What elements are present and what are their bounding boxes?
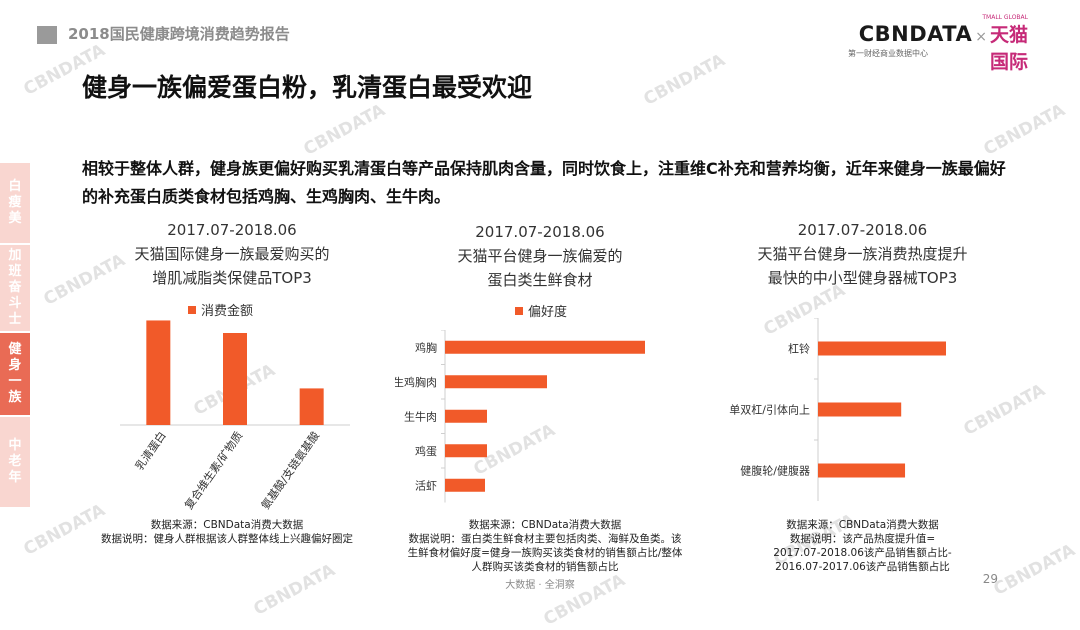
side-nav-char: 班: [8, 264, 22, 279]
bar: [818, 341, 946, 356]
report-title: 2018国民健康跨境消费趋势报告: [68, 25, 290, 43]
source-line: 数据说明：蛋白类生鲜食材主要包括肉类、海鲜及鱼类。该: [408, 533, 682, 545]
bar: [299, 388, 324, 425]
logo-tagline: 第一财经商业数据中心: [848, 49, 928, 58]
chart-1-title-line: 增肌减脂类保健品TOP3: [152, 269, 312, 287]
category-label: 氨基酸/支链氨基酸: [258, 429, 322, 512]
category-label: 生牛肉: [404, 409, 437, 423]
source-line: 2016.07-2017.06该产品销售额占比: [775, 561, 950, 573]
side-nav-char: 瘦: [8, 195, 22, 210]
bar: [146, 320, 171, 425]
category-label: 生鸡胸肉: [395, 375, 437, 389]
side-nav-char: 老: [8, 454, 22, 469]
side-nav-char: 一: [8, 374, 22, 389]
category-label: 鸡蛋: [415, 444, 437, 458]
page-number: 29: [982, 572, 998, 586]
chart-1-legend: 消费金额: [188, 300, 253, 319]
chart-1-source: 数据来源：CBNData消费大数据 数据说明：健身人群根据该人群整体线上兴趣偏好…: [72, 518, 382, 546]
side-nav-char: 白: [8, 179, 22, 194]
source-line: 数据说明：该产品热度提升值=: [789, 533, 936, 545]
side-nav-char: 奋: [8, 280, 22, 295]
chart-1-plot: 乳清蛋白 复合维生素/矿物质 氨基酸/支链氨基酸: [120, 320, 350, 512]
side-nav-char: 年: [8, 470, 22, 485]
bar: [818, 463, 906, 478]
side-nav-item[interactable]: 健身一族: [0, 333, 30, 417]
side-nav-char: 健: [8, 342, 22, 357]
category-label: 活虾: [415, 479, 437, 492]
chart-2-title-line: 蛋白类生鲜食材: [487, 271, 593, 289]
page-title: 健身一族偏爱蛋白粉，乳清蛋白最受欢迎: [82, 73, 533, 102]
header-square-icon: [37, 26, 57, 44]
chart-1: 2017.07-2018.06 天猫国际健身一族最爱购买的 增肌减脂类保健品TO…: [92, 218, 372, 290]
source-line: 数据说明：健身人群根据该人群整体线上兴趣偏好圈定: [101, 533, 353, 545]
chart-2-title-line: 2017.07-2018.06: [475, 223, 605, 241]
source-line: 生鲜食材偏好度=健身一族购买该类食材的销售额占比/整体: [407, 547, 683, 559]
category-label: 健腹轮/健腹器: [740, 464, 810, 478]
category-label: 鸡胸: [415, 340, 437, 354]
chart-3-title: 2017.07-2018.06 天猫平台健身一族消费热度提升 最快的中小型健身器…: [720, 218, 1005, 290]
chart-2-source: 数据来源：CBNData消费大数据 数据说明：蛋白类生鲜食材主要包括肉类、海鲜及…: [385, 518, 705, 574]
chart-1-legend-label: 消费金额: [201, 304, 254, 319]
bar: [223, 333, 247, 425]
legend-swatch: [188, 305, 196, 314]
watermark-text: CBNDATA: [980, 100, 1069, 160]
side-nav-char: 中: [8, 438, 22, 453]
watermark-text: CBNDATA: [300, 100, 389, 160]
chart-2-legend-label: 偏好度: [528, 305, 568, 320]
source-line: 数据来源：CBNData消费大数据: [468, 519, 622, 531]
category-label: 复合维生素/矿物质: [181, 429, 245, 512]
footer-slogan: 大数据 · 全洞察: [505, 580, 575, 591]
chart-2-title-line: 天猫平台健身一族偏爱的: [457, 247, 623, 265]
chart-1-title: 2017.07-2018.06 天猫国际健身一族最爱购买的 增肌减脂类保健品TO…: [92, 218, 372, 290]
chart-3-title-line: 最快的中小型健身器械TOP3: [767, 269, 958, 287]
intro-text: 相较于整体人群，健身族更偏好购买乳清蛋白等产品保持肌肉含量，同时饮食上，注重维C…: [82, 159, 1006, 206]
source-line: 人群购买该类食材的销售额占比: [471, 561, 619, 573]
chart-2-legend: 偏好度: [515, 301, 567, 320]
chart-1-title-line: 2017.07-2018.06: [167, 221, 297, 239]
bar: [445, 478, 485, 492]
logo-separator: ×: [975, 29, 987, 45]
chart-3-title-line: 2017.07-2018.06: [797, 221, 928, 239]
category-label: 杠铃: [788, 342, 810, 356]
side-nav-char: 族: [8, 390, 22, 405]
logo-brand: CBNDATA: [858, 22, 973, 46]
chart-3-source: 数据来源：CBNData消费大数据 数据说明：该产品热度提升值= 2017.07…: [720, 518, 1005, 574]
bar: [445, 409, 487, 423]
side-nav-char: 美: [8, 211, 22, 226]
logo-partner: 天猫国际: [989, 24, 1028, 73]
source-line: 2017.07-2018.06该产品销售额占比-: [773, 547, 952, 559]
watermark-text: CBNDATA: [640, 50, 729, 110]
side-nav-item[interactable]: 加班奋斗士: [0, 245, 30, 333]
chart-1-title-line: 天猫国际健身一族最爱购买的: [134, 245, 330, 263]
chart-3: 2017.07-2018.06 天猫平台健身一族消费热度提升 最快的中小型健身器…: [720, 218, 1005, 290]
bar: [818, 402, 902, 417]
side-nav-char: 加: [8, 248, 22, 263]
source-line: 数据来源：CBNData消费大数据: [786, 519, 939, 531]
side-nav-item[interactable]: 中老年: [0, 417, 30, 509]
side-nav-char: 身: [8, 358, 22, 373]
side-nav: 白瘦美加班奋斗士健身一族中老年: [0, 163, 30, 509]
source-line: 数据来源：CBNData消费大数据: [150, 519, 304, 531]
bar: [445, 340, 645, 354]
logo-partner-en: TMALL GLOBAL: [982, 14, 1028, 21]
side-nav-item[interactable]: 白瘦美: [0, 163, 30, 245]
category-label: 单双杠/引体向上: [729, 403, 810, 417]
category-label: 乳清蛋白: [132, 429, 169, 473]
side-nav-char: 斗: [8, 296, 22, 311]
chart-2-title: 2017.07-2018.06 天猫平台健身一族偏爱的 蛋白类生鲜食材: [400, 220, 680, 292]
legend-swatch: [515, 306, 523, 315]
chart-3-title-line: 天猫平台健身一族消费热度提升: [757, 245, 968, 263]
bar: [445, 375, 547, 389]
bar: [445, 444, 487, 458]
logo: TMALL GLOBAL CBNDATA × 天猫国际 第一财经商业数据中心: [848, 14, 1028, 73]
side-nav-char: 士: [8, 312, 22, 327]
chart-2: 2017.07-2018.06 天猫平台健身一族偏爱的 蛋白类生鲜食材: [400, 220, 680, 292]
